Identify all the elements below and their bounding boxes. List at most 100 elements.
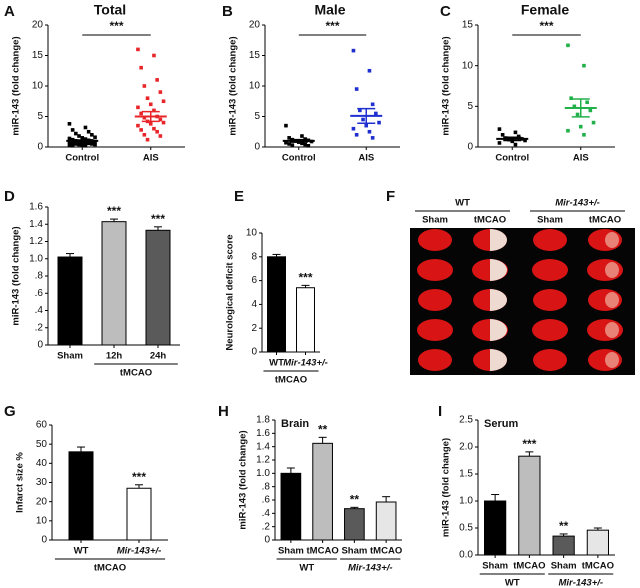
data-point xyxy=(510,139,515,144)
y-tick-label: 15 xyxy=(249,50,261,61)
data-point xyxy=(152,108,156,113)
x-tick-label: Control xyxy=(282,153,316,164)
y-tick-label: 1.2 xyxy=(29,236,43,247)
y-tick-label: 1.8 xyxy=(256,415,270,426)
y-tick-label: 10 xyxy=(32,81,44,92)
y-tick-label: 20 xyxy=(36,496,48,507)
data-point xyxy=(306,143,311,148)
y-tick-label: 10 xyxy=(462,60,474,71)
data-point xyxy=(497,141,502,145)
y-tick-label: 30 xyxy=(36,477,48,488)
y-tick-label: 1.0 xyxy=(29,253,43,264)
data-point xyxy=(152,126,156,131)
bar xyxy=(296,287,315,353)
group-label: tMCAO xyxy=(94,563,126,574)
data-point xyxy=(83,125,88,130)
data-point xyxy=(136,47,140,52)
y-tick-label: 10 xyxy=(246,228,258,239)
bar xyxy=(126,487,152,541)
y-tick-label: 20 xyxy=(32,20,44,31)
infarct-area xyxy=(490,229,507,251)
group-label: Mir-143+/- xyxy=(555,198,600,209)
y-tick-label: 0.5 xyxy=(459,523,473,534)
data-point xyxy=(300,134,304,138)
data-point xyxy=(374,111,378,116)
y-tick-label: 1.6 xyxy=(256,428,270,439)
data-point xyxy=(161,99,166,104)
bar xyxy=(101,221,127,346)
data-point xyxy=(136,105,140,110)
x-tick-label: 12h xyxy=(106,351,123,362)
y-tick-label: 1.0 xyxy=(459,496,473,507)
data-point xyxy=(86,141,91,146)
infarct-area xyxy=(490,319,507,341)
data-point xyxy=(142,115,147,120)
data-point xyxy=(67,136,72,141)
data-point xyxy=(158,90,163,94)
data-point xyxy=(566,43,570,48)
data-point xyxy=(582,133,586,137)
data-point xyxy=(142,133,147,137)
column-label: Sham xyxy=(537,215,563,226)
x-tick-label: tMCAO xyxy=(582,561,614,572)
group-label: Mir-143+/- xyxy=(558,578,603,588)
bar xyxy=(267,256,286,353)
bar xyxy=(68,451,94,541)
data-point xyxy=(361,117,365,122)
data-point xyxy=(351,48,356,53)
data-point xyxy=(290,143,295,147)
data-point xyxy=(284,123,288,128)
data-point xyxy=(70,140,75,145)
data-point xyxy=(300,141,304,146)
data-point xyxy=(588,108,593,113)
y-tick-label: 5 xyxy=(467,101,473,112)
chart-title: Serum xyxy=(484,418,518,430)
panel-letter: C xyxy=(440,3,451,20)
significance: *** xyxy=(151,212,165,226)
y-axis-label: Infarct size % xyxy=(15,452,26,513)
data-point xyxy=(158,117,163,122)
y-tick-label: 1.0 xyxy=(256,468,270,479)
panel-letter: G xyxy=(4,403,16,420)
data-point xyxy=(90,142,94,146)
data-point xyxy=(139,128,143,132)
panel-letter: I xyxy=(438,403,442,420)
significance: *** xyxy=(132,470,146,484)
data-point xyxy=(148,122,153,126)
data-point xyxy=(155,129,159,134)
y-tick-label: 1.4 xyxy=(29,219,43,230)
y-tick-label: 60 xyxy=(36,420,48,431)
infarct-area xyxy=(490,289,507,311)
significance: *** xyxy=(325,19,339,33)
y-tick-label: 0 xyxy=(41,535,47,546)
data-point xyxy=(74,142,78,146)
significance: *** xyxy=(107,204,121,218)
y-tick-label: 1.6 xyxy=(29,202,43,213)
bar xyxy=(344,508,365,541)
data-point xyxy=(70,128,75,132)
y-tick-label: 10 xyxy=(36,515,48,526)
chart-title: Total xyxy=(94,2,126,18)
y-tick-label: 50 xyxy=(36,439,48,450)
group-label: tMCAO xyxy=(120,368,152,379)
infarct-area xyxy=(605,232,619,248)
chart-title: Brain xyxy=(281,418,309,430)
x-tick-label: Sham xyxy=(482,561,508,572)
data-point xyxy=(83,140,88,145)
group-label: Mir-143+/- xyxy=(348,563,393,574)
x-tick-label: Sham xyxy=(341,546,367,557)
infarct-area xyxy=(490,259,507,281)
data-point xyxy=(86,129,91,134)
column-label: tMCAO xyxy=(474,215,506,226)
group-label: WT xyxy=(299,563,314,574)
y-tick-label: 8 xyxy=(251,251,257,262)
y-tick-label: 2.5 xyxy=(459,415,473,426)
brain-slice xyxy=(417,259,453,281)
data-point xyxy=(513,142,518,147)
x-tick-label: Sham xyxy=(278,546,304,557)
data-point xyxy=(367,129,372,134)
column-label: Sham xyxy=(422,215,448,226)
data-point xyxy=(358,108,362,113)
panel-letter: H xyxy=(218,403,229,420)
data-point xyxy=(572,104,577,109)
